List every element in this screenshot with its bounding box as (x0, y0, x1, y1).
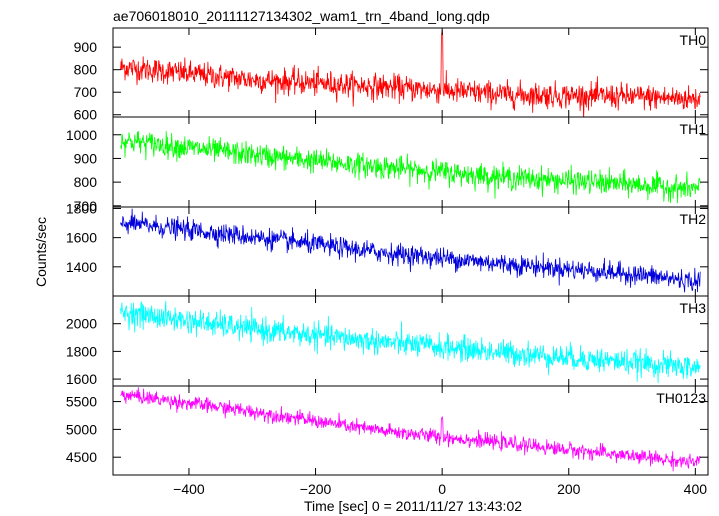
panel-th1: 700 800 900 1000 TH1 (66, 116, 709, 214)
panel-label-th0: TH0 (680, 32, 707, 48)
y-tick-label: 5500 (66, 394, 97, 410)
y-tick-label: 4500 (66, 449, 97, 465)
panel-th3: 1600 1800 2000 TH3 (66, 295, 709, 387)
x-tick-label: −400 (173, 481, 205, 497)
panel-label-th0123: TH0123 (656, 390, 706, 406)
panel-label-th3: TH3 (680, 300, 707, 316)
chart-title: ae706018010_20111127134302_wam1_trn_4ban… (113, 8, 490, 24)
y-axis-title: Counts/sec (33, 217, 49, 287)
x-tick-labels: −400 −200 0 200 400 (173, 481, 707, 497)
x-tick-label: 0 (438, 481, 446, 497)
panel-th0: 600 700 800 900 TH0 (74, 27, 709, 123)
panel-frame (112, 385, 709, 476)
y-tick-label: 800 (74, 62, 98, 78)
series-th1 (120, 130, 701, 204)
panel-label-th1: TH1 (680, 121, 707, 137)
series-th2 (120, 208, 701, 293)
x-tick-label: −200 (300, 481, 332, 497)
y-tick-label: 1600 (66, 371, 97, 387)
series-th0123 (120, 387, 701, 472)
panel-th0123: 4500 5000 5500 TH0123 (66, 385, 709, 476)
x-axis-title: Time [sec] 0 = 2011/11/27 13:43:02 (304, 498, 522, 514)
y-tick-label: 800 (74, 174, 98, 190)
y-tick-label: 700 (74, 84, 98, 100)
y-tick-label: 5000 (66, 421, 97, 437)
y-tick-label: 1400 (66, 259, 97, 275)
panel-th2: 1400 1600 1800 TH2 (66, 200, 709, 297)
y-tick-label: 900 (74, 150, 98, 166)
y-tick-label: 1600 (66, 230, 97, 246)
x-tick-label: 400 (684, 481, 708, 497)
series-th3 (120, 300, 701, 384)
y-tick-label: 1800 (66, 343, 97, 359)
x-tick-label: 200 (557, 481, 581, 497)
y-tick-label: 700 (74, 198, 98, 214)
panel-frame (112, 206, 709, 297)
y-tick-label: 1800 (66, 200, 97, 216)
y-tick-label: 1000 (66, 127, 97, 143)
y-tick-label: 900 (74, 39, 98, 55)
panel-label-th2: TH2 (680, 211, 707, 227)
y-tick-label: 2000 (66, 316, 97, 332)
series-th0 (120, 29, 701, 117)
y-tick-label: 600 (74, 107, 98, 123)
